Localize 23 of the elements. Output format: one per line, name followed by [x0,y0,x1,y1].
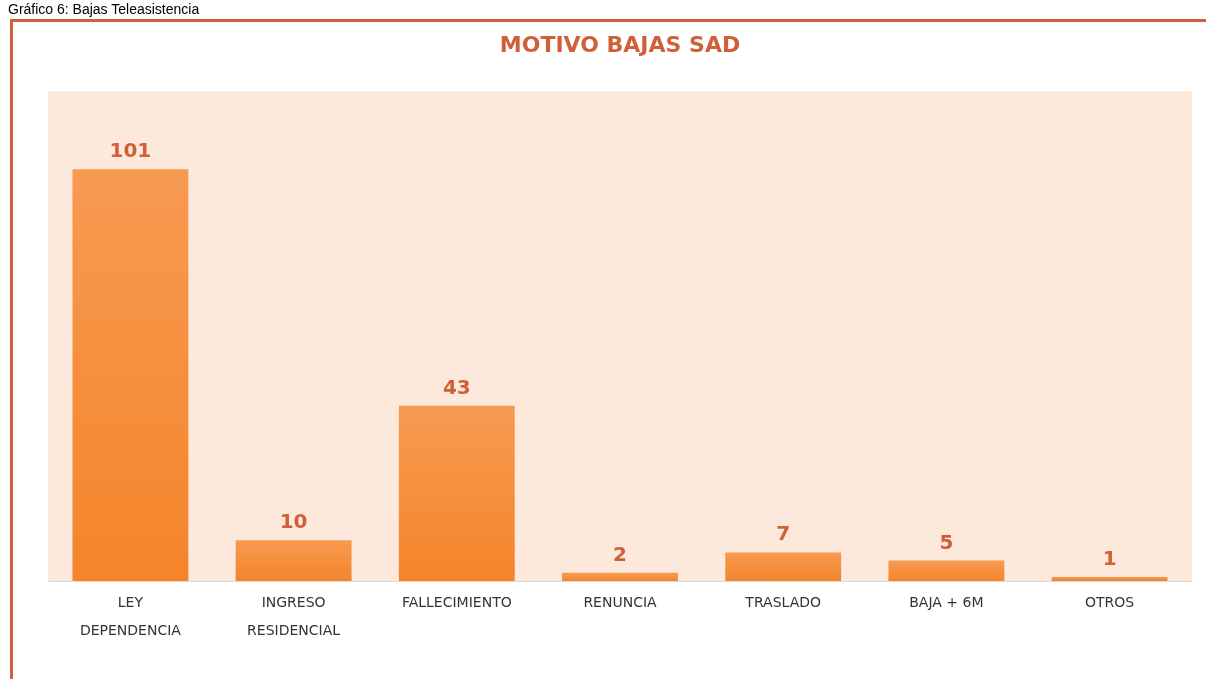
x-tick-label: LEY DEPENDENCIA [79,593,182,638]
bar [888,560,1005,581]
data-label: 1 [1102,545,1117,570]
chart-title: MOTIVO BAJAS SAD [499,32,741,57]
data-label: 43 [442,374,471,399]
x-tick-label: RENUNCIA [583,593,658,610]
x-tick-label: TRASLADO [744,593,822,610]
bar [1051,576,1168,581]
data-label: 7 [776,521,791,546]
text: Gráfico 6: Bajas Teleasistencia [8,1,200,17]
x-tick-label: BAJA + 6M [909,593,984,610]
x-tick-label: OTROS [1084,593,1135,610]
x-tick-label: FALLECIMIENTO [401,593,512,610]
bar [562,572,678,581]
bar [235,540,352,581]
data-label: 2 [613,541,627,566]
bar [72,169,189,581]
bar [725,552,842,581]
data-label: 10 [279,509,308,534]
bar [398,405,515,581]
data-label: 5 [939,529,954,554]
x-tick-label: INGRESO RESIDENCIAL [247,593,341,638]
data-label: 101 [109,138,152,163]
